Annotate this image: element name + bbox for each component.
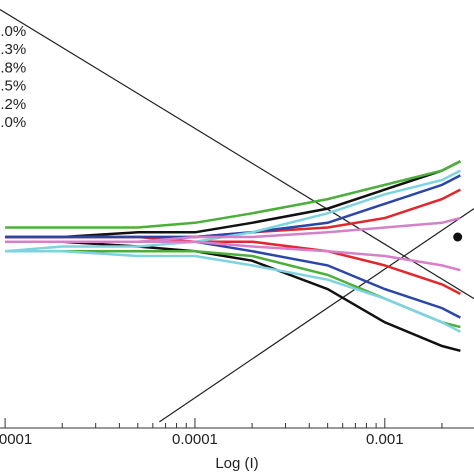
x-tick-label: 0.0001 — [172, 431, 218, 448]
cathodic-curve — [5, 240, 461, 353]
legend-label: 0.8% — [0, 59, 26, 76]
legend-label: 0.3% — [0, 41, 26, 58]
legend-label: 1.5% — [0, 78, 26, 95]
tangent-line — [0, 8, 474, 300]
legend-label: 2.2% — [0, 96, 26, 113]
x-tick-label: 0.00001 — [0, 431, 32, 448]
legend-label: 3.0% — [0, 114, 26, 131]
anodic-curve — [4, 169, 461, 253]
x-axis-label: Log (I) — [215, 455, 258, 472]
anodic-curve — [5, 188, 461, 239]
tangent-line — [159, 208, 474, 423]
x-tick-label: 0.001 — [366, 431, 404, 448]
cathodic-curve — [5, 249, 461, 333]
cathodic-curve — [5, 240, 461, 272]
anodic-curve — [5, 160, 461, 229]
anodic-curve — [5, 160, 461, 239]
legend-label: 0.0% — [0, 23, 26, 40]
intersection-point — [453, 232, 463, 242]
